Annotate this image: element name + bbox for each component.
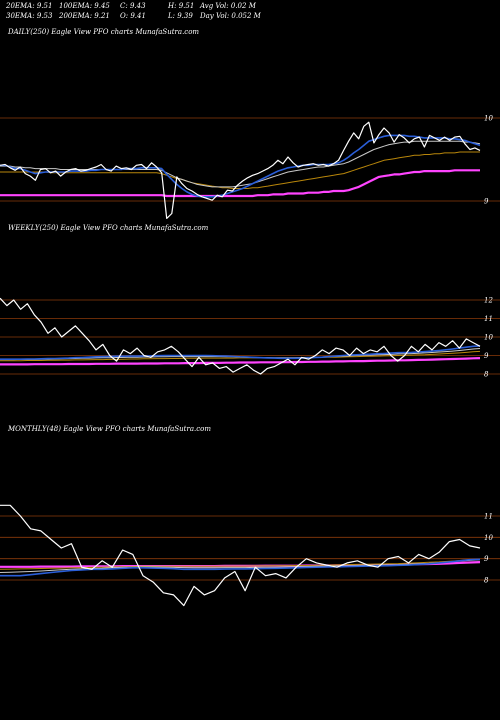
- ema-short-series-line: [0, 558, 481, 577]
- price-series-line: [0, 121, 481, 219]
- ema100-value: 100EMA: 9.45: [59, 2, 110, 10]
- ema-200-series-line: [0, 169, 480, 198]
- close-value: C: 9.43: [120, 2, 146, 10]
- y-tick-label: 11: [484, 513, 493, 521]
- ema-long-series-line: [0, 151, 480, 189]
- y-tick-label: 10: [484, 534, 493, 542]
- y-tick-label: 10: [484, 334, 493, 342]
- daily-panel-title: DAILY(250) Eagle View PFO charts MunafaS…: [8, 28, 200, 36]
- day-volume-value: Day Vol: 0.052 M: [200, 12, 261, 20]
- high-value: H: 9.51: [168, 2, 195, 10]
- weekly-panel-title: WEEKLY(250) Eagle View PFO charts Munafa…: [8, 224, 209, 232]
- y-tick-label: 9: [484, 198, 489, 206]
- ema-long-series-line: [0, 350, 481, 362]
- ema-short-series-line: [0, 345, 481, 361]
- y-tick-label: 12: [484, 297, 493, 305]
- y-tick-label: 11: [484, 315, 493, 323]
- ema200-value: 200EMA: 9.21: [59, 12, 110, 20]
- y-tick-label: 9: [484, 352, 489, 360]
- ema-long-series-line: [0, 559, 481, 570]
- y-tick-label: 10: [484, 115, 493, 123]
- ema-mid-series-line: [0, 140, 481, 188]
- y-tick-label: 8: [484, 577, 489, 585]
- ema-short-series-line: [0, 134, 481, 198]
- ema30-value: 30EMA: 9.53: [6, 12, 53, 20]
- indicator-header: 20EMA: 9.51 100EMA: 9.45 C: 9.43 H: 9.51…: [6, 2, 306, 24]
- avg-volume-value: Avg Vol: 0.02 M: [200, 2, 256, 10]
- price-series-line: [0, 504, 481, 607]
- monthly-panel-title: MONTHLY(48) Eagle View PFO charts Munafa…: [8, 425, 211, 433]
- y-tick-label: 9: [484, 555, 489, 563]
- open-value: O: 9.41: [120, 12, 146, 20]
- low-value: L: 9.39: [168, 12, 193, 20]
- ema-200-series-line: [0, 357, 481, 366]
- ema20-value: 20EMA: 9.51: [6, 2, 53, 10]
- price-series-line: [0, 297, 481, 375]
- y-tick-label: 8: [484, 371, 489, 379]
